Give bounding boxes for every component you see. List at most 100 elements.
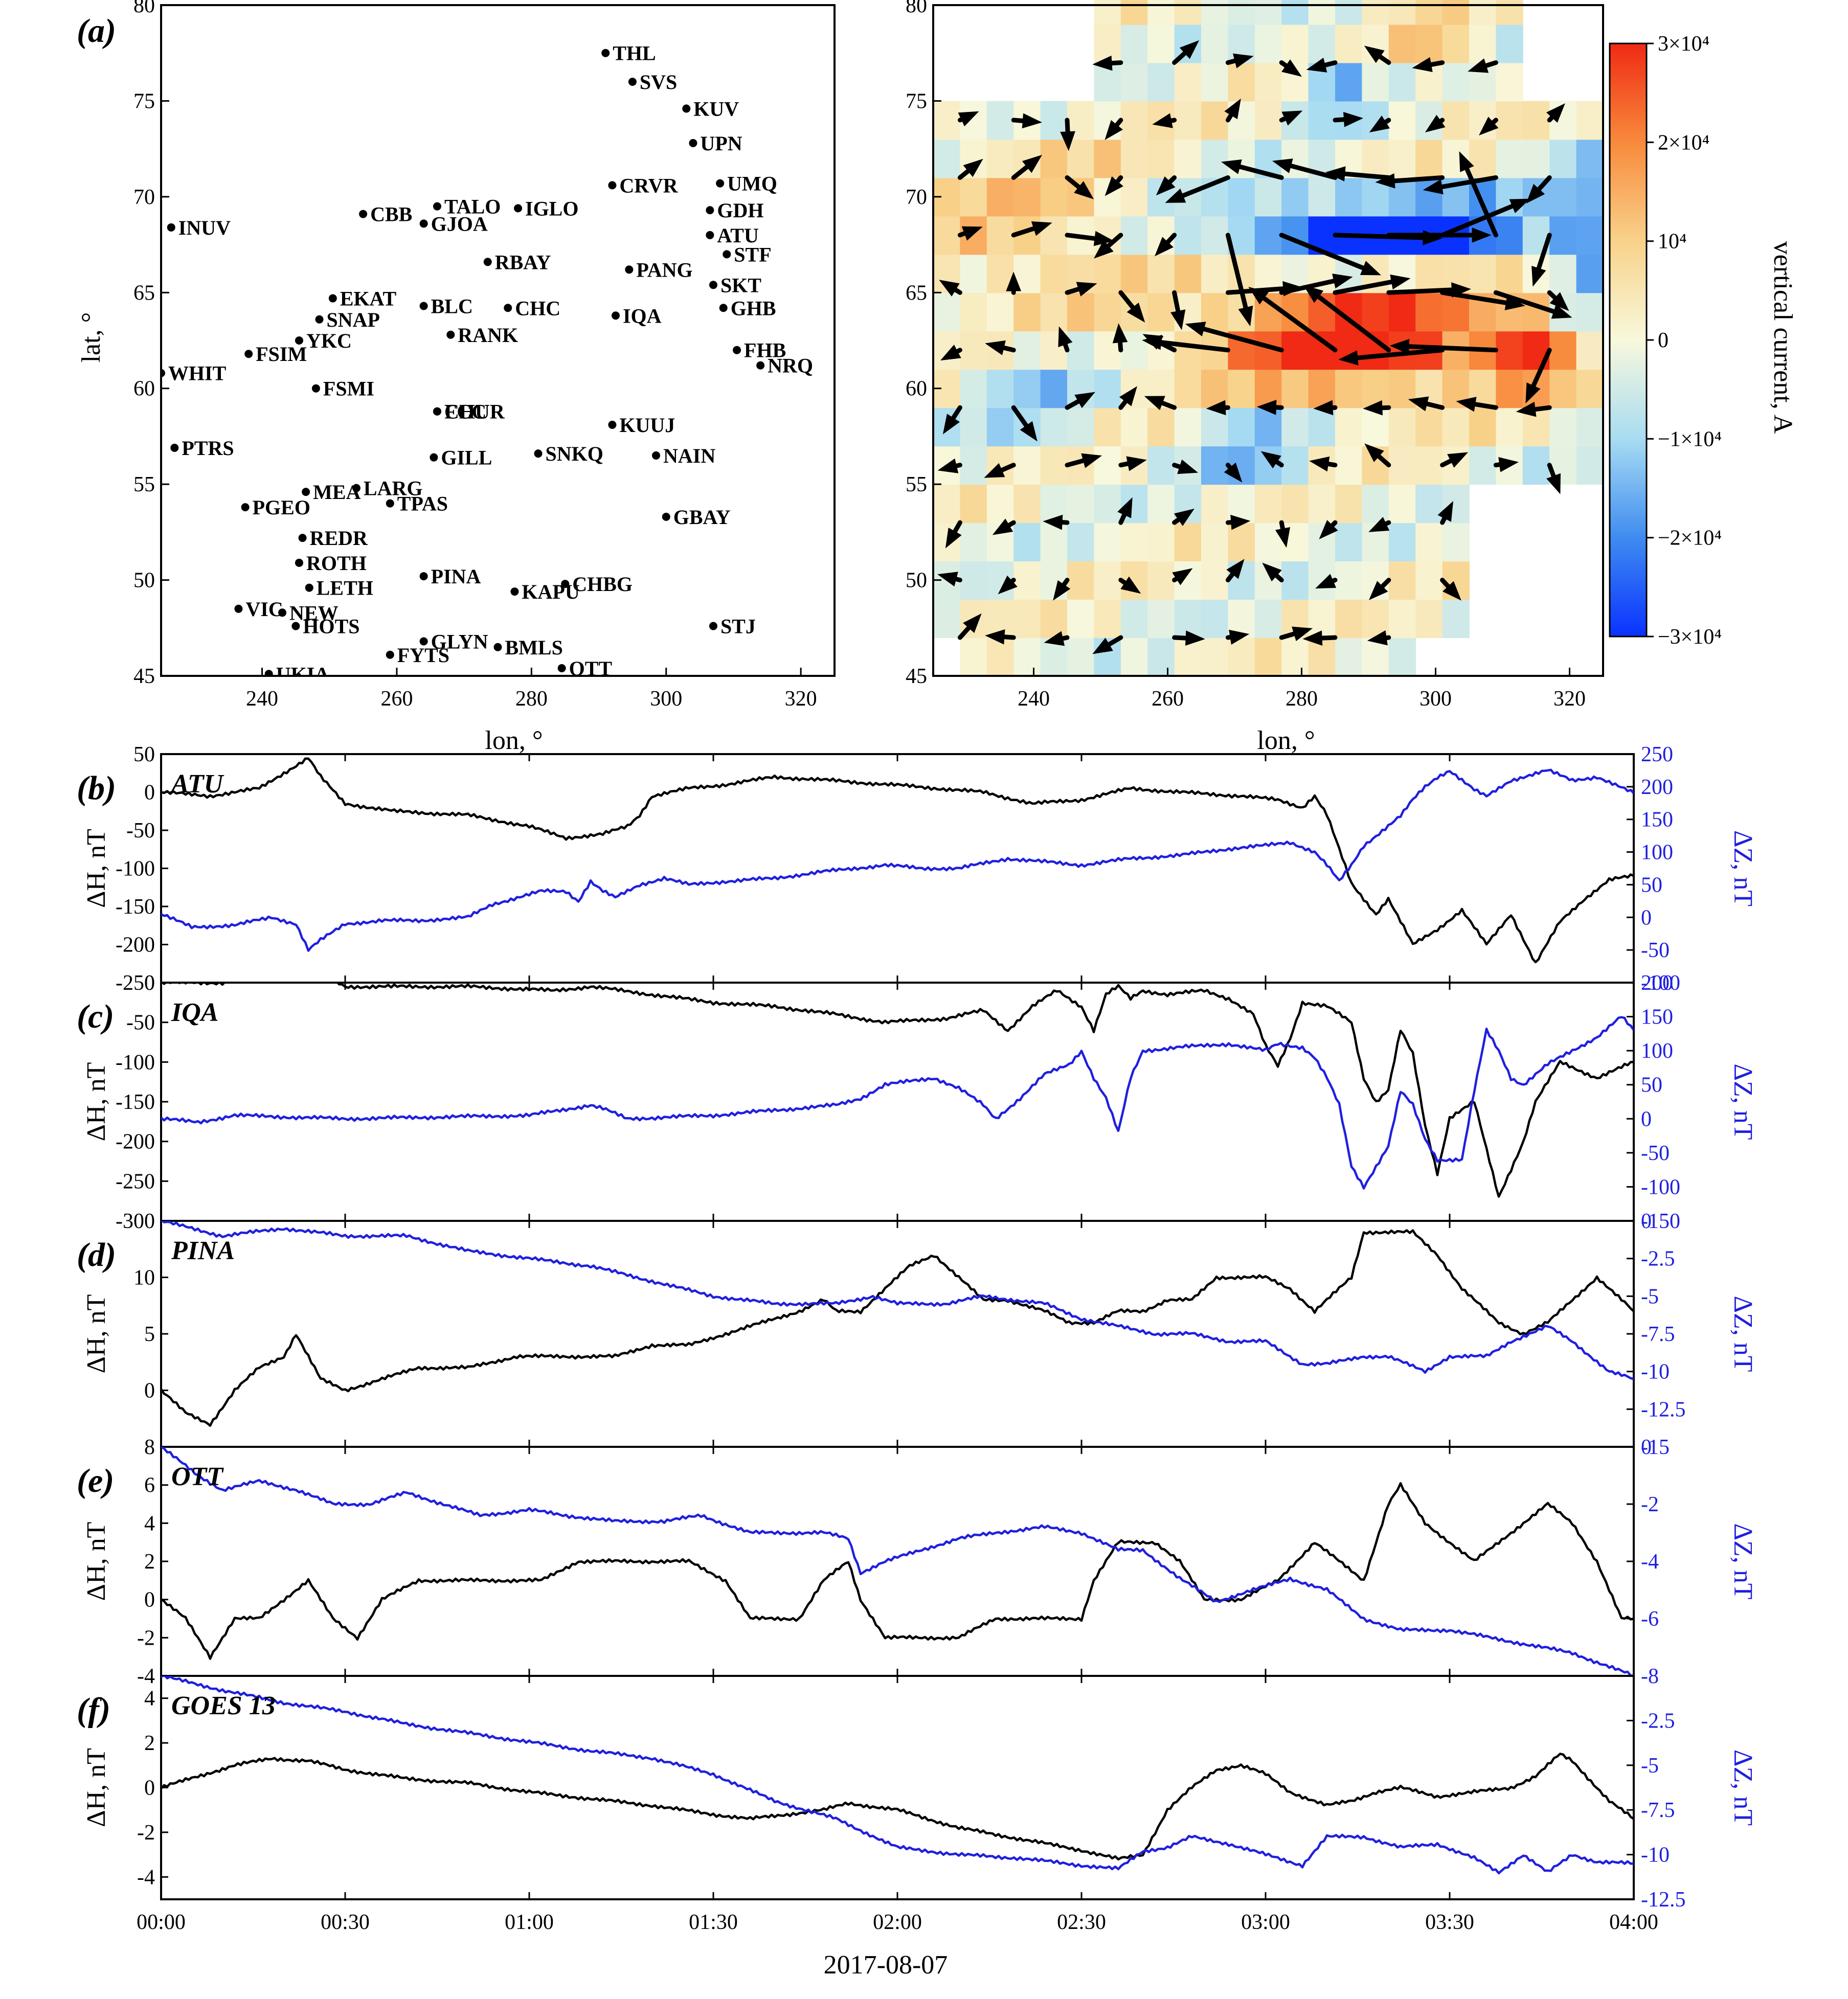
current-arrow-head — [984, 463, 1005, 478]
heatmap-cell — [1576, 139, 1604, 178]
series-line-dH — [161, 1482, 1634, 1660]
x-tick-label: 04:00 — [1609, 1911, 1658, 1934]
station-point — [651, 451, 660, 460]
current-arrow-head — [1472, 227, 1492, 243]
current-arrow-head — [1174, 508, 1195, 526]
current-arrow-head — [1367, 630, 1388, 646]
y2-tick-label: -8 — [1641, 1665, 1659, 1688]
current-arrow-shaft — [1151, 339, 1230, 353]
station-map-panel: 240 260 280 300 320 45 50 55 60 65 70 75 80 THL SVS KUV… — [133, 0, 836, 711]
heatmap-cell — [1388, 369, 1416, 408]
current-arrow-shaft — [1280, 161, 1338, 180]
heatmap-cell — [1335, 62, 1363, 102]
heatmap-cell — [1549, 369, 1577, 408]
station-label: NEW — [289, 601, 339, 624]
heatmap-cell — [1388, 101, 1416, 140]
current-arrow-head — [1142, 334, 1162, 350]
heatmap-cell — [1254, 446, 1282, 485]
heatmap-cell — [1415, 407, 1443, 447]
station-label: STJ — [720, 615, 756, 638]
current-arrow-head — [1126, 456, 1147, 471]
y-tick-label: -2 — [137, 1626, 155, 1650]
y-tick-label: 60 — [133, 377, 155, 401]
heatmap-cell — [1388, 407, 1416, 447]
x-tick-label: 01:30 — [689, 1911, 738, 1934]
y-tick-label: -150 — [116, 895, 155, 919]
current-arrow-head — [1119, 386, 1137, 406]
heatmap-cell — [1522, 292, 1550, 332]
station-label: NAIN — [663, 444, 715, 467]
heatmap-cell — [1576, 101, 1604, 140]
current-arrow-head — [1369, 116, 1390, 133]
current-arrow-shaft — [1398, 344, 1498, 353]
current-arrow-head — [1479, 117, 1499, 135]
heatmap-cell — [1335, 599, 1363, 639]
station-point — [514, 204, 523, 213]
y-tick-label: -2 — [137, 1821, 155, 1845]
heatmap-cell — [960, 523, 987, 562]
y2-tick-label: -5 — [1641, 1754, 1659, 1778]
current-arrow-head — [1074, 392, 1095, 408]
station-label: ROTH — [306, 552, 367, 575]
heatmap-cell — [933, 292, 961, 332]
plot-frame — [160, 753, 1635, 984]
heatmap-cell — [1120, 101, 1148, 140]
heatmap-cell — [1120, 254, 1148, 293]
heatmap-cell — [1254, 369, 1282, 408]
station-point — [352, 484, 360, 492]
heatmap-cell — [1388, 599, 1416, 639]
timeseries-panel-e: -4 -2 0 2 4 6 8 -8 -6 -4 -2 0 (e) OTT ΔH, nT ΔZ, nT — [77, 1436, 1757, 1688]
x-tick-label: 240 — [246, 687, 278, 711]
heatmap-cell — [1228, 177, 1255, 217]
y-tick-label: -50 — [126, 1011, 155, 1035]
heatmap-cell — [1308, 24, 1336, 63]
station-point — [601, 49, 610, 57]
heatmap-cell — [1308, 484, 1336, 524]
current-arrow-head — [1443, 581, 1461, 601]
y2-tick-label: 200 — [1641, 971, 1673, 995]
heatmap-cell — [933, 139, 961, 178]
heatmap-cell — [1094, 446, 1121, 485]
current-arrow-head — [1509, 198, 1530, 214]
station-point — [608, 181, 617, 190]
heatmap-cell — [1094, 254, 1121, 293]
current-arrow-head — [1364, 443, 1384, 462]
current-arrow-shaft — [1279, 233, 1373, 274]
station-label: LETH — [317, 577, 373, 600]
timeseries-panel-f: 00:00 00:30 01:00 01:30 02:00 02:30 03:00 03:30… — [77, 1675, 1757, 1934]
heatmap-cell — [1147, 599, 1175, 639]
y-tick-label: 50 — [133, 743, 155, 766]
y-tick-label: 60 — [906, 377, 927, 401]
station-label: CBB — [370, 203, 412, 226]
station-point — [682, 104, 691, 113]
current-arrow-head — [1053, 580, 1071, 601]
station-label: PGEO — [253, 496, 310, 519]
current-arrow-head — [1546, 473, 1561, 494]
current-arrow-head — [1074, 181, 1094, 199]
heatmap-cell — [1281, 24, 1309, 63]
y2-tick-label: 0 — [1641, 1107, 1652, 1131]
y-tick-label: 8 — [144, 1436, 155, 1459]
heatmap-cell — [1254, 177, 1282, 217]
heatmap-cell — [1120, 216, 1148, 255]
heatmap-cell — [986, 407, 1015, 447]
y2-tick-label: -2 — [1641, 1493, 1659, 1516]
current-arrow-shaft — [1225, 233, 1250, 318]
heatmap-cell — [1120, 139, 1148, 178]
station-label: BMLS — [505, 636, 563, 659]
heatmap-cell — [1308, 599, 1336, 639]
heatmap-cell — [1147, 407, 1175, 447]
y-tick-label: -100 — [116, 1051, 155, 1074]
station-point — [493, 643, 502, 651]
heatmap-cell — [1067, 599, 1095, 639]
x-tick-label: 01:00 — [505, 1911, 554, 1934]
station-point — [419, 219, 428, 228]
series-line-dZ — [161, 1676, 1634, 1875]
heatmap-cell — [1147, 446, 1175, 485]
y2-tick-label: -10 — [1641, 1360, 1670, 1384]
heatmap-cell — [1308, 0, 1336, 25]
y2-tick-label: 100 — [1641, 841, 1673, 865]
heatmap-cell — [1388, 292, 1416, 332]
heatmap-cell — [1469, 139, 1497, 178]
y-axis-label: ΔH, nT — [82, 1748, 111, 1827]
